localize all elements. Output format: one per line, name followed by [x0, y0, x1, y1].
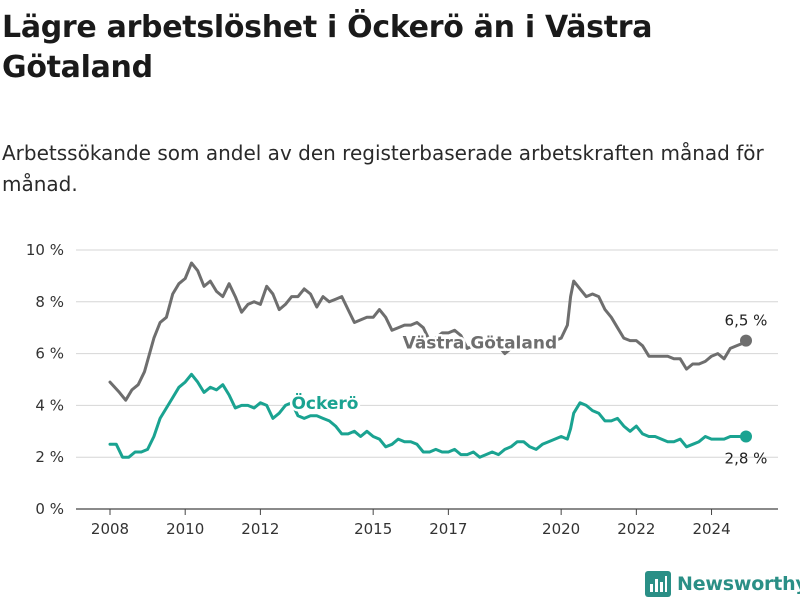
series-end-point-vastra-gotaland — [740, 334, 752, 347]
series-layer — [108, 261, 752, 459]
y-tick-label: 8 % — [35, 293, 64, 311]
x-tick-label: 2020 — [542, 520, 580, 538]
y-tick-label: 2 % — [35, 448, 64, 466]
series-line-vastra-gotaland — [108, 261, 748, 402]
y-tick-label: 10 % — [26, 241, 64, 259]
series-line-ockero — [108, 372, 748, 459]
brand-name: Newsworthy — [677, 573, 800, 595]
page-subtitle: Arbetssökande som andel av den registerb… — [2, 141, 764, 196]
series-label-vastra-gotaland: Västra Götaland — [403, 334, 558, 354]
x-tick-label: 2015 — [354, 520, 392, 538]
page-title: Lägre arbetslöshet i Öckerö än i Västra … — [2, 10, 653, 85]
brand-logo: Newsworthy — [645, 570, 800, 598]
end-value-label-ockero: 2,8 % — [725, 449, 768, 467]
x-tick-label: 2017 — [429, 520, 467, 538]
series-end-point-ockero — [740, 430, 752, 443]
series-label-ockero: Öckerö — [291, 392, 358, 414]
grid-lines: 0 % 2 % 4 % 6 % 8 % 10 % — [26, 241, 778, 518]
x-tick-label: 2012 — [241, 520, 279, 538]
y-tick-label: 0 % — [35, 500, 64, 518]
x-axis: 2008 2010 2012 2015 2017 2020 2022 2024 — [91, 509, 731, 538]
y-tick-label: 6 % — [35, 345, 64, 363]
x-tick-label: 2022 — [617, 520, 655, 538]
y-tick-label: 4 % — [35, 396, 64, 414]
x-tick-label: 2010 — [166, 520, 204, 538]
x-tick-label: 2024 — [692, 520, 730, 538]
end-value-label-vastra-gotaland: 6,5 % — [725, 312, 768, 330]
bar-chart-icon — [645, 571, 671, 597]
x-tick-label: 2008 — [91, 520, 129, 538]
series-labels: 6,5 % Västra Götaland 2,8 % Öckerö — [289, 312, 768, 468]
